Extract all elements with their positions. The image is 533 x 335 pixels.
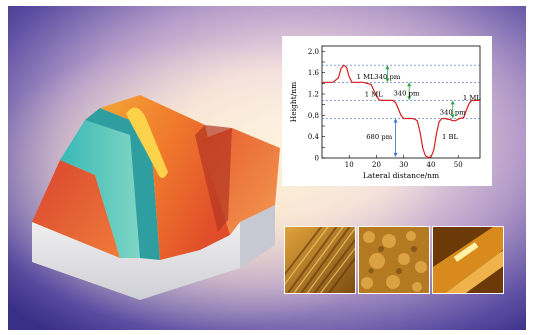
surface-ridge	[126, 107, 168, 179]
annotation-1: 340 pm	[374, 73, 400, 81]
step-arrow-head-down-1	[407, 96, 412, 101]
y-axis-label: Height/nm	[289, 82, 298, 123]
x-axis-label: Lateral distance/nm	[363, 171, 439, 180]
afm-image-1	[284, 226, 356, 294]
annotation-0: 1 ML	[357, 73, 375, 81]
afm-image-2	[358, 226, 430, 294]
x-tick-label-0: 10	[345, 161, 354, 169]
afm-image-3	[432, 226, 504, 294]
step-arrow-head-up-1	[407, 82, 412, 87]
trench-shadow	[195, 125, 232, 232]
terrace-cyan	[60, 120, 140, 258]
plot-frame	[321, 45, 481, 159]
annotation-5: 1 ML	[463, 94, 481, 102]
profile-line-0	[322, 64, 480, 159]
height-profile-chart: 0 0.4 0.8 1.2 1.6 2.0 10 20 30 40 50 Lateral distan…	[289, 45, 481, 180]
y-tick-label-4: 0.8	[308, 112, 319, 120]
annotation-2: 1 ML	[365, 91, 383, 99]
y-tick-label-6: 1.2	[308, 91, 319, 99]
step-arrow-head-down-3	[393, 152, 398, 157]
x-tick-label-3: 40	[427, 161, 436, 169]
height-profile-panel: 0 0.4 0.8 1.2 1.6 2.0 10 20 30 40 50 Lateral distan…	[282, 36, 492, 186]
sample-base-right	[240, 205, 275, 268]
step-arrow-head-down-0	[385, 78, 390, 83]
terrace-left	[32, 160, 120, 258]
annotation-4: 340 pm	[440, 109, 466, 117]
annotation-6: 680 pm	[366, 133, 392, 141]
annotation-3: 340 pm	[393, 89, 419, 97]
annotation-7: 1 BL	[442, 133, 458, 141]
x-tick-label-2: 30	[399, 161, 408, 169]
step-arrow-head-up-0	[385, 65, 390, 70]
x-tick-label-1: 20	[372, 161, 381, 169]
y-tick-label-2: 0.4	[308, 133, 320, 141]
afm-thumbnails	[284, 226, 504, 294]
y-tick-label-0: 0	[315, 155, 319, 163]
terrace-cyan-step	[85, 108, 160, 260]
y-tick-label-8: 1.6	[308, 69, 320, 77]
step-arrow-head-up-3	[393, 118, 398, 123]
x-tick-label-4: 50	[454, 161, 463, 169]
step-arrow-head-up-2	[450, 100, 455, 105]
y-tick-label-10: 2.0	[308, 48, 319, 56]
step-arrow-head-down-2	[450, 114, 455, 119]
